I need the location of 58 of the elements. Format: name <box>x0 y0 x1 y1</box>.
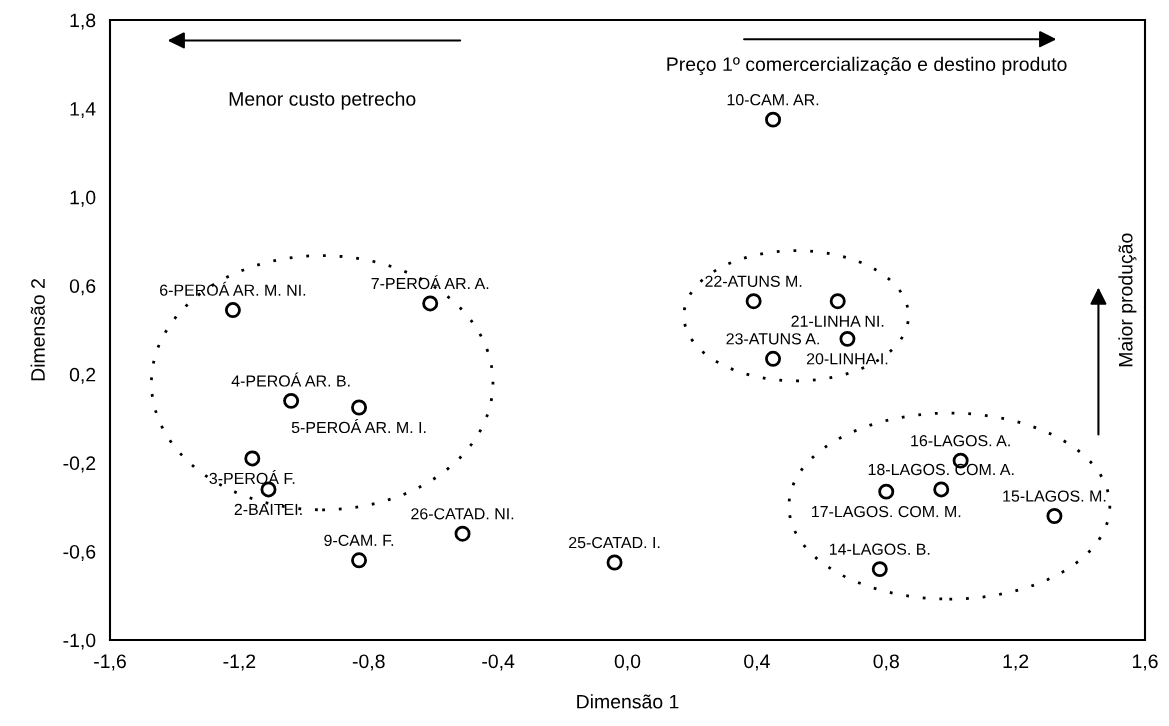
annotation: Preço 1º comercercialização e destino produto <box>667 56 1067 75</box>
point <box>244 450 261 467</box>
annotation: 6-PEROÁ AR. M. NI. <box>160 281 306 296</box>
point <box>351 552 368 569</box>
annotation: 22-ATUNS M. <box>705 275 802 287</box>
x-tick-label: -0,4 <box>482 654 515 671</box>
annotation: 16-LAGOS. A. <box>911 435 1010 447</box>
annotation: Menor custo petrecho <box>229 91 416 110</box>
annotation: 18-LAGOS. COM. A. <box>868 463 1014 476</box>
point <box>454 525 471 542</box>
y-tick-label: -1,0 <box>63 633 96 650</box>
y-tick-label: -0,6 <box>63 544 96 561</box>
annotation: 23-ATUNS A. <box>726 333 819 345</box>
point <box>765 350 782 367</box>
annotation: 20-LINHA I. <box>806 353 888 365</box>
annotation: 2-BAITEI. <box>234 503 302 515</box>
y-tick-label: 0,2 <box>69 367 96 384</box>
y-tick-label: 1,0 <box>70 190 96 207</box>
point <box>1046 508 1063 524</box>
y-tick-label: 1,4 <box>70 102 96 119</box>
x-tick-label: 0,0 <box>614 654 641 671</box>
annotation: 26-CATAD. NI. <box>411 508 514 520</box>
annotation: 15-LAGOS. M. <box>1003 490 1106 502</box>
annotation: 4-PEROÁ AR. B. <box>231 372 350 387</box>
annotation: 5-PEROÁ AR. M. I. <box>291 419 426 434</box>
x-tick-label: 0,4 <box>744 654 770 671</box>
y-axis-title: Dimensão 2 <box>30 279 45 381</box>
point <box>878 483 895 500</box>
point <box>422 295 439 312</box>
point <box>283 392 300 409</box>
x-tick-label: 1,2 <box>1003 654 1029 671</box>
x-axis-title: Dimensão 1 <box>577 694 679 709</box>
annotation: 3-PEROÁ F. <box>209 470 295 485</box>
annotation: 21-LINHA NI. <box>791 315 884 327</box>
x-tick-label: -1,6 <box>94 654 126 671</box>
point <box>765 111 782 128</box>
annotation: 17-LAGOS. COM. M. <box>812 505 961 518</box>
x-tick-label: 0,8 <box>873 654 899 671</box>
point <box>839 330 856 347</box>
x-tick-label: -0,8 <box>352 654 385 671</box>
x-tick-label: -1,2 <box>223 654 256 671</box>
point <box>224 302 241 319</box>
point <box>933 481 950 498</box>
y-tick-label: -0,2 <box>63 456 96 473</box>
point <box>351 399 368 416</box>
x-tick-label: 1,6 <box>1132 654 1158 671</box>
annotation: Maior produção <box>1118 233 1137 367</box>
annotation: 7-PEROÁ AR. A. <box>371 275 489 290</box>
point <box>829 293 846 310</box>
annotation: 9-CAM. F. <box>324 534 394 547</box>
annotation: 14-LAGOS. B. <box>829 543 930 555</box>
point <box>871 561 888 578</box>
y-tick-label: 1,8 <box>70 13 96 30</box>
annotation: 10-CAM. AR. <box>727 94 819 106</box>
point <box>606 554 623 571</box>
point <box>745 293 762 310</box>
y-tick-label: 0,6 <box>69 279 96 296</box>
annotation: 25-CATAD. I. <box>569 536 660 549</box>
